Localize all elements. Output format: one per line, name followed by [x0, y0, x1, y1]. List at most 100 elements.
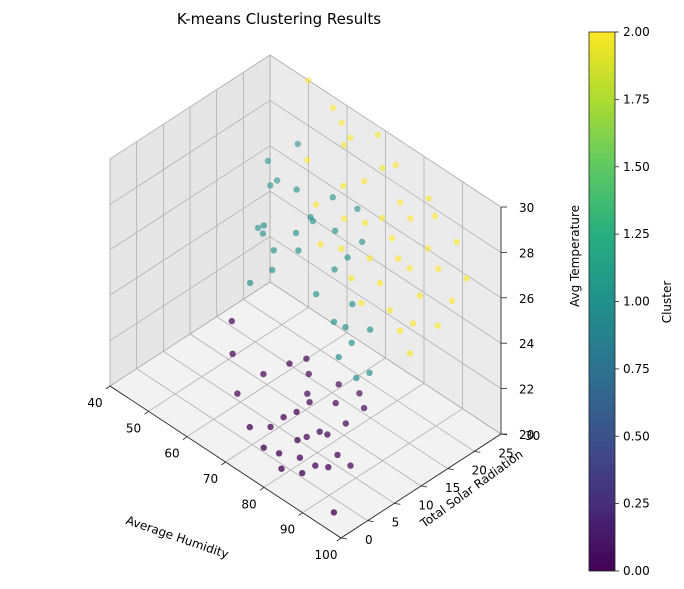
data-point-cluster-0 — [280, 414, 287, 421]
z-grid-line — [109, 281, 271, 387]
colorbar-tick-label: 1.00 — [623, 295, 650, 309]
y-grid-line — [163, 350, 395, 504]
z-grid-line — [109, 145, 271, 251]
data-point-cluster-1 — [335, 353, 342, 361]
data-point-cluster-2 — [376, 279, 384, 287]
data-point-cluster-1 — [331, 227, 339, 234]
data-point-cluster-2 — [448, 297, 456, 304]
x-tick-label: 100 — [315, 548, 338, 562]
x-tick-mark — [105, 385, 111, 390]
data-point-cluster-1 — [349, 300, 356, 308]
data-point-cluster-0 — [267, 423, 274, 431]
data-point-cluster-2 — [348, 275, 355, 282]
data-point-cluster-1 — [264, 157, 272, 165]
y-tick-label: 30 — [525, 429, 540, 443]
y-grid-line — [136, 368, 368, 522]
y-grid-line — [216, 316, 448, 470]
x-tick-label: 80 — [241, 497, 256, 511]
data-point-cluster-2 — [379, 164, 386, 172]
data-point-cluster-0 — [260, 444, 267, 451]
data-point-cluster-1 — [267, 182, 274, 189]
y-tick-label: 10 — [418, 498, 433, 512]
data-point-cluster-1 — [293, 186, 300, 193]
data-point-cluster-0 — [334, 451, 341, 459]
data-point-cluster-2 — [424, 245, 432, 252]
data-point-cluster-0 — [299, 469, 306, 477]
data-point-cluster-1 — [313, 290, 320, 298]
data-point-cluster-1 — [259, 230, 267, 237]
data-point-cluster-1 — [309, 217, 317, 225]
y-tick-mark — [394, 502, 401, 505]
data-point-cluster-0 — [278, 465, 285, 472]
x-tick-mark — [144, 411, 149, 415]
data-point-cluster-2 — [329, 104, 337, 111]
data-point-cluster-2 — [409, 320, 417, 327]
data-point-cluster-2 — [317, 241, 324, 248]
x-tick-mark — [182, 436, 188, 440]
data-point-cluster-2 — [392, 161, 399, 169]
data-point-cluster-1 — [348, 339, 355, 346]
x-axis-label: Average Humidity — [124, 513, 230, 561]
x-tick-mark — [259, 487, 265, 491]
z-tick-label: 24 — [519, 337, 534, 351]
data-point-cluster-2 — [312, 201, 320, 208]
data-point-cluster-1 — [246, 279, 254, 287]
data-point-cluster-0 — [260, 370, 267, 378]
data-point-cluster-1 — [366, 326, 374, 333]
data-point-cluster-2 — [434, 322, 441, 329]
data-point-cluster-2 — [378, 214, 386, 222]
data-point-cluster-0 — [347, 462, 354, 469]
data-point-cluster-1 — [366, 369, 373, 376]
colorbar-tick-label: 0.25 — [623, 497, 650, 511]
data-point-cluster-1 — [292, 229, 300, 237]
data-point-cluster-0 — [332, 399, 339, 407]
colorbar: 0.00 0.25 0.50 0.75 1.00 1.25 1.50 1.75 2.00 Clu… — [588, 25, 674, 578]
data-point-cluster-1 — [331, 266, 338, 273]
data-point-cluster-2 — [397, 199, 404, 206]
data-point-cluster-1 — [354, 205, 361, 212]
colorbar-tick-label: 0.50 — [623, 429, 650, 443]
x-tick-mark — [336, 537, 342, 542]
data-point-cluster-2 — [395, 255, 402, 262]
x-tick-label: 60 — [164, 447, 179, 461]
z-grid-line — [109, 100, 271, 205]
data-point-cluster-0 — [304, 390, 311, 397]
colorbar-tick-label: 0.00 — [623, 564, 650, 578]
data-point-cluster-1 — [270, 247, 277, 254]
data-point-cluster-2 — [338, 119, 345, 127]
data-point-cluster-1 — [273, 177, 281, 184]
data-point-cluster-0 — [360, 404, 368, 412]
data-point-cluster-2 — [340, 182, 347, 190]
data-point-cluster-0 — [305, 370, 312, 378]
data-point-cluster-2 — [358, 300, 365, 307]
z-grid-line — [109, 236, 271, 341]
z-tick-label: 22 — [519, 383, 534, 397]
y-tick-mark — [340, 537, 348, 540]
data-point-cluster-2 — [386, 307, 394, 314]
x-tick-mark — [221, 461, 226, 466]
y-tick-label: 15 — [445, 481, 460, 495]
data-point-cluster-2 — [416, 292, 423, 299]
z-tick-label: 30 — [519, 201, 534, 215]
data-point-cluster-2 — [425, 195, 432, 202]
data-point-cluster-1 — [344, 254, 351, 261]
data-point-cluster-0 — [325, 464, 332, 471]
y-tick-mark — [367, 520, 374, 523]
y-tick-mark — [420, 485, 428, 488]
data-point-cluster-1 — [358, 238, 366, 245]
data-point-cluster-0 — [303, 433, 310, 441]
data-point-cluster-0 — [293, 408, 300, 416]
x-tick-label: 90 — [280, 523, 295, 537]
data-point-cluster-0 — [294, 436, 301, 444]
y-tick-label: 20 — [472, 464, 487, 478]
x-tick-label: 70 — [203, 472, 218, 486]
data-point-cluster-0 — [296, 454, 304, 461]
data-point-cluster-0 — [275, 450, 283, 457]
data-point-cluster-1 — [269, 266, 276, 274]
z-grid-line — [269, 100, 502, 253]
grid-lines — [109, 54, 502, 539]
data-point-cluster-0 — [286, 360, 293, 367]
data-point-cluster-1 — [329, 194, 336, 201]
data-point-cluster-1 — [330, 318, 338, 326]
